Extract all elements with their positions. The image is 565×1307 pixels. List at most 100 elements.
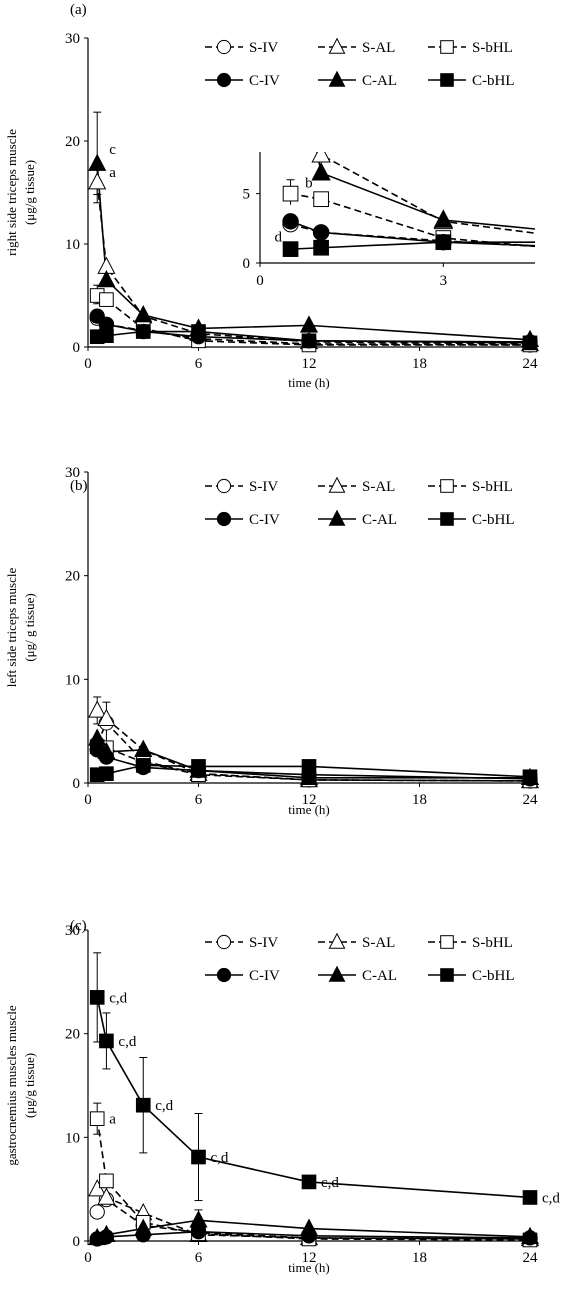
inset-data-point-s-al — [311, 152, 331, 163]
y-axis-title: gastrocnemius muscles muscle — [4, 1005, 19, 1166]
data-point-c-al — [88, 728, 107, 746]
inset-plot: 0 5 0 3 b d — [243, 152, 535, 289]
x-tick-label: 18 — [412, 356, 427, 372]
legend-label: C-bHL — [472, 968, 515, 984]
legend-item-s-bhl: S-bHL — [428, 479, 513, 495]
data-point-c-al — [299, 767, 319, 786]
y-tick-label: 10 — [65, 672, 80, 688]
legend-item-c-al: C-AL — [318, 70, 397, 89]
legend-label: C-IV — [249, 512, 280, 528]
annotation-label: c,d — [321, 1175, 339, 1191]
legend-label: S-IV — [249, 479, 278, 495]
y-axis-unit: (μg/g tissue) — [22, 160, 37, 225]
legend-marker — [328, 37, 346, 54]
y-tick-label: 30 — [65, 465, 80, 481]
legend-label: S-AL — [362, 479, 395, 495]
legend-marker — [216, 478, 232, 494]
x-tick-label: 6 — [195, 792, 203, 808]
legend-label: C-AL — [362, 73, 397, 89]
legend-item-c-bhl: C-bHL — [428, 73, 515, 89]
x-tick-label: 24 — [523, 356, 539, 372]
legend-marker — [328, 476, 346, 493]
data-point-c-bhl — [99, 1033, 114, 1049]
data-point-c-al — [97, 270, 116, 288]
annotation-label: c — [109, 142, 116, 158]
inset-annotation-label: b — [305, 176, 313, 192]
inset-data-point-s-bhl — [282, 185, 299, 202]
y-tick-label: 20 — [65, 134, 80, 150]
y-tick-label: 0 — [73, 1234, 81, 1250]
data-point-c-al — [189, 1210, 208, 1228]
legend-item-s-al: S-AL — [318, 932, 395, 951]
legend-marker — [216, 72, 232, 88]
legend-marker — [440, 73, 454, 87]
data-point-c-bhl — [135, 1097, 151, 1113]
legend-marker — [216, 967, 232, 983]
legend-label: S-bHL — [472, 40, 513, 56]
data-point-c-bhl — [135, 324, 151, 339]
legend-marker — [328, 932, 346, 949]
data-point-c-bhl — [522, 1190, 538, 1205]
legend-label: C-bHL — [472, 512, 515, 528]
data-point-c-al — [134, 305, 153, 323]
legend-label: C-IV — [249, 73, 280, 89]
y-axis-unit: (μg/ g tissue) — [22, 593, 37, 661]
legend-label: S-IV — [249, 40, 278, 56]
data-point-c-bhl — [99, 328, 114, 343]
legend-item-s-iv: S-IV — [205, 39, 278, 56]
data-point-c-bhl — [301, 333, 317, 349]
legend-item-c-iv: C-IV — [205, 511, 280, 528]
legend-marker — [440, 512, 454, 526]
x-tick-label: 0 — [84, 356, 92, 372]
data-point-c-bhl — [89, 990, 105, 1005]
inset-annotation-label: d — [275, 230, 283, 246]
y-tick-label: 0 — [73, 776, 81, 792]
data-point-s-al — [88, 172, 107, 190]
x-tick-label: 6 — [195, 356, 203, 372]
inset-data-point-c-al — [433, 209, 454, 228]
legend-item-c-al: C-AL — [318, 509, 397, 528]
panel-label: (b) — [70, 478, 88, 494]
x-tick-label: 24 — [523, 1250, 539, 1266]
legend-marker — [216, 39, 232, 55]
x-tick-label: 18 — [412, 1250, 427, 1266]
inset-series-line-s-bhl — [290, 192, 535, 248]
data-point-s-iv — [89, 1204, 105, 1220]
inset-series-line-s-al — [319, 152, 535, 234]
inset-x-tick-label: 3 — [440, 273, 448, 289]
data-point-s-al — [88, 700, 107, 718]
inset-series-group — [282, 152, 535, 257]
annotation-label: a — [109, 1112, 116, 1128]
data-point-c-al — [97, 741, 116, 760]
panel-label: (c) — [70, 918, 87, 934]
series-line-s-al — [96, 709, 531, 782]
legend-label: S-AL — [362, 935, 395, 951]
x-tick-label: 12 — [302, 1250, 317, 1266]
inset-series-line-c-iv — [290, 220, 535, 247]
legend-item-c-iv: C-IV — [205, 72, 280, 89]
legend-marker — [328, 509, 346, 526]
legend-item-c-bhl: C-bHL — [428, 512, 515, 528]
data-point-c-al — [299, 315, 319, 333]
y-axis-title: right side triceps muscle — [4, 129, 19, 256]
x-tick-label: 0 — [84, 1250, 92, 1266]
legend-marker — [216, 934, 232, 950]
annotation-label: c,d — [542, 1190, 560, 1206]
legend-item-s-bhl: S-bHL — [428, 40, 513, 56]
data-point-c-bhl — [522, 769, 538, 785]
annotation-label: a — [109, 165, 116, 181]
legend-marker — [216, 511, 232, 527]
legend-marker — [440, 935, 454, 949]
x-tick-label: 0 — [84, 792, 92, 808]
legend-item-c-bhl: C-bHL — [428, 968, 515, 984]
x-axis-title: time (h) — [288, 375, 330, 390]
data-point-s-bhl — [99, 292, 114, 307]
data-point-c-bhl — [522, 335, 538, 351]
legend-label: C-IV — [249, 968, 280, 984]
inset-x-tick-label: 0 — [256, 273, 264, 289]
inset-data-point-s-bhl — [313, 191, 329, 208]
y-tick-label: 20 — [65, 1027, 80, 1043]
y-axis-title: left side triceps muscle — [4, 568, 19, 688]
